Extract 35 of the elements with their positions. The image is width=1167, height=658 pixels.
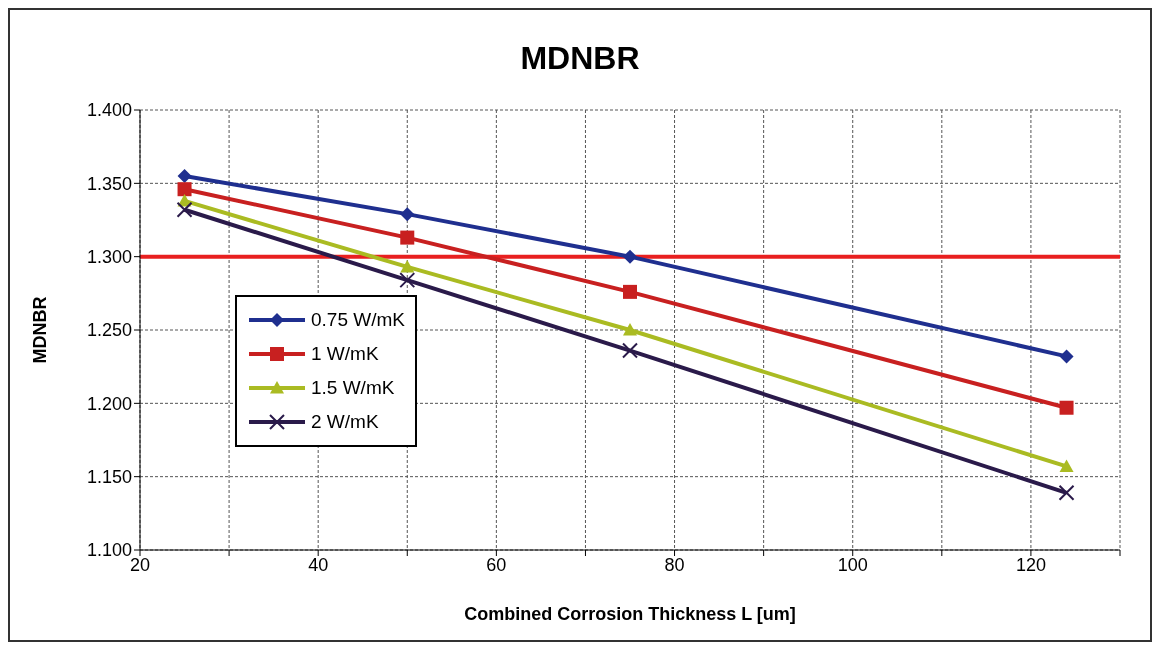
y-axis-title: MDNBR <box>30 296 51 364</box>
x-axis-title: Combined Corrosion Thickness L [um] <box>464 604 796 624</box>
x-tick-label: 20 <box>129 554 151 575</box>
y-tick-label: 1.300 <box>86 247 132 268</box>
point <box>622 342 638 359</box>
x-tick-label: 80 <box>664 554 685 575</box>
point <box>1059 459 1074 472</box>
point <box>1059 400 1074 415</box>
y-tick-label: 1.150 <box>86 467 132 488</box>
point <box>177 169 192 183</box>
legend-label: 1.5 W/mK <box>311 377 395 399</box>
point <box>623 323 637 336</box>
point <box>1058 484 1075 501</box>
point <box>400 230 415 245</box>
y-tick-label: 1.100 <box>86 540 132 561</box>
chart-title: MDNBR <box>519 39 641 78</box>
point <box>400 259 415 273</box>
point <box>623 249 637 264</box>
point <box>399 272 416 289</box>
legend-label: 0.75 W/mK <box>311 309 405 331</box>
point <box>623 284 637 299</box>
x-tick-label: 40 <box>308 554 329 575</box>
x-tick-label: 60 <box>486 554 507 575</box>
x-tick-label: 100 <box>837 554 868 575</box>
y-tick-label: 1.400 <box>86 100 132 121</box>
y-tick-label: 1.350 <box>86 173 132 194</box>
x-tick-label: 120 <box>1015 554 1046 575</box>
point <box>177 182 192 197</box>
y-tick-label: 1.200 <box>86 393 132 414</box>
legend-label: 2 W/mK <box>311 411 379 433</box>
point <box>400 207 415 222</box>
y-tick-label: 1.250 <box>86 320 132 341</box>
legend-label: 1 W/mK <box>311 343 379 365</box>
point <box>1059 349 1074 364</box>
point <box>176 201 193 218</box>
